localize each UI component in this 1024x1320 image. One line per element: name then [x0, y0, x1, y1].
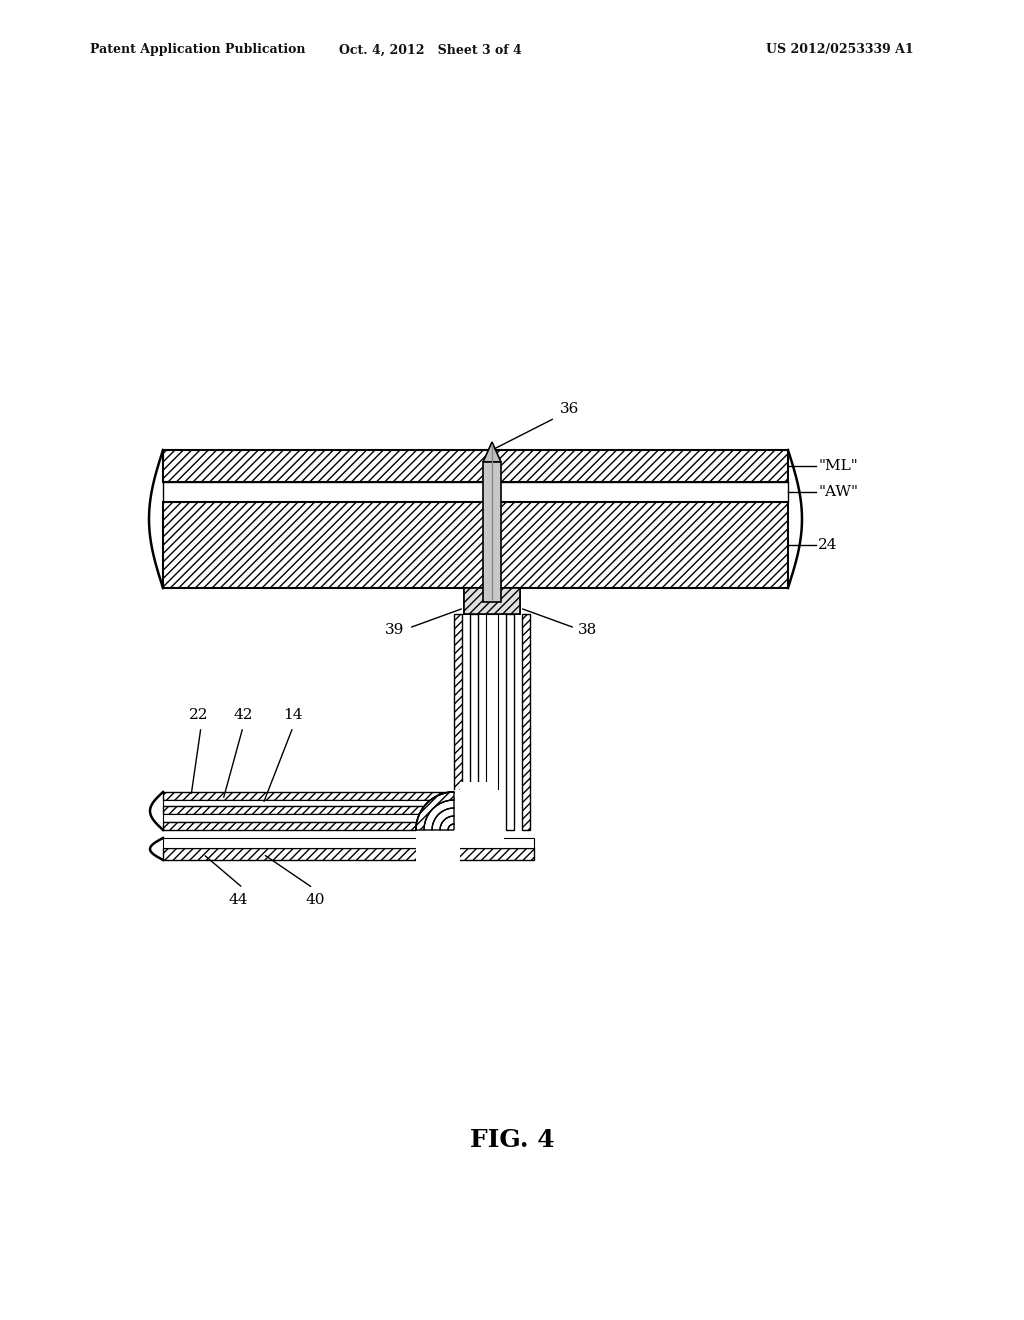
- Bar: [514, 614, 522, 830]
- Bar: [478, 614, 486, 830]
- Text: US 2012/0253339 A1: US 2012/0253339 A1: [766, 44, 913, 57]
- Bar: [163, 482, 788, 502]
- Text: "ML": "ML": [818, 459, 858, 473]
- Bar: [163, 792, 454, 800]
- Bar: [163, 807, 454, 814]
- Bar: [522, 614, 530, 830]
- Bar: [163, 800, 454, 807]
- Bar: [163, 822, 454, 830]
- Text: Oct. 4, 2012   Sheet 3 of 4: Oct. 4, 2012 Sheet 3 of 4: [339, 44, 521, 57]
- Polygon shape: [416, 792, 454, 830]
- Polygon shape: [449, 824, 454, 830]
- Text: Patent Application Publication: Patent Application Publication: [90, 44, 305, 57]
- Text: 36: 36: [560, 403, 580, 416]
- Bar: [498, 614, 506, 830]
- Bar: [163, 502, 788, 587]
- Polygon shape: [432, 808, 454, 830]
- Polygon shape: [424, 800, 454, 830]
- Bar: [163, 838, 534, 847]
- Polygon shape: [449, 824, 454, 830]
- Text: "AW": "AW": [818, 484, 858, 499]
- Bar: [163, 814, 454, 822]
- Polygon shape: [483, 442, 501, 462]
- Polygon shape: [432, 808, 454, 830]
- Bar: [464, 587, 520, 614]
- Text: 24: 24: [818, 539, 838, 552]
- Bar: [462, 614, 470, 830]
- Polygon shape: [440, 816, 454, 830]
- Text: 14: 14: [284, 708, 303, 722]
- Bar: [486, 614, 498, 830]
- Text: 42: 42: [233, 708, 253, 722]
- Text: 39: 39: [385, 623, 404, 638]
- Bar: [454, 789, 504, 840]
- Bar: [163, 847, 534, 861]
- Polygon shape: [416, 792, 454, 830]
- Text: FIG. 4: FIG. 4: [470, 1129, 554, 1152]
- Bar: [454, 614, 462, 830]
- Polygon shape: [424, 800, 454, 830]
- Text: 44: 44: [228, 894, 248, 907]
- Polygon shape: [440, 816, 454, 830]
- Bar: [163, 450, 788, 482]
- Bar: [460, 781, 492, 830]
- Bar: [483, 462, 501, 602]
- Bar: [416, 830, 460, 880]
- Bar: [470, 614, 478, 830]
- Bar: [454, 792, 504, 830]
- Bar: [464, 587, 520, 614]
- Text: 38: 38: [578, 623, 597, 638]
- Text: 40: 40: [305, 894, 325, 907]
- Bar: [506, 614, 514, 830]
- Text: 22: 22: [189, 708, 209, 722]
